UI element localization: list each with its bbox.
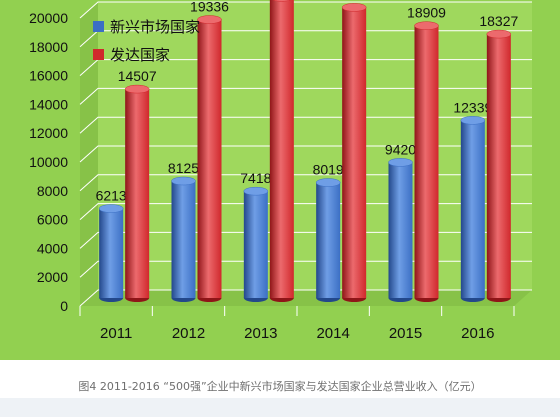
y-tick-label: 14000: [29, 96, 68, 112]
gridline: [79, 87, 532, 105]
bar: [342, 7, 367, 298]
y-tick-label: 12000: [29, 125, 68, 141]
data-label: 8019: [313, 162, 344, 178]
x-tick-label: 2011: [100, 325, 132, 342]
y-tick-label: 2000: [37, 269, 68, 285]
bar-top: [124, 84, 150, 94]
y-tick-label: 16000: [29, 68, 68, 84]
legend-swatch: [93, 49, 104, 60]
bar-top: [388, 158, 413, 167]
data-label: 20183: [335, 0, 374, 2]
bar: [414, 25, 439, 299]
bar-top: [315, 178, 341, 187]
bar-chart: 0 2000 4000 6000 8000 10000 12000 14000 16000 180…: [0, 0, 560, 360]
bar-top: [171, 176, 196, 186]
data-label: 18327: [479, 13, 518, 29]
bar-top: [98, 204, 124, 213]
bar: [125, 89, 150, 298]
gridline: [79, 1, 532, 19]
y-tick-label: 20000: [29, 10, 68, 26]
x-tick-label: 2013: [244, 325, 277, 342]
gridline: [79, 203, 532, 220]
gridline: [79, 174, 532, 192]
bar: [388, 162, 413, 298]
bar-top: [341, 3, 367, 12]
x-tick-label: 2016: [461, 325, 494, 342]
gridline: [79, 116, 532, 134]
y-tick-label: 0: [60, 298, 68, 314]
data-label: 14507: [118, 68, 157, 84]
bar: [197, 19, 222, 299]
bar-top: [197, 15, 222, 24]
figure-caption: 图4 2011-2016 “500强”企业中新兴市场国家与发达国家企业总营业收入…: [78, 380, 482, 393]
data-label: 18909: [407, 5, 446, 21]
data-label: 6213: [96, 188, 127, 204]
data-label: 12339: [453, 99, 492, 115]
x-tick-label: 2015: [389, 325, 422, 342]
gridline: [79, 145, 532, 163]
data-label: 7418: [240, 170, 271, 186]
bar-top: [486, 29, 512, 39]
bar: [460, 120, 485, 299]
y-tick-label: 6000: [37, 212, 68, 228]
x-tick-label: 2012: [172, 325, 205, 342]
bar: [269, 0, 294, 299]
gridline: [79, 231, 532, 249]
gridline: [79, 260, 532, 278]
bar-top: [272, 0, 292, 2]
data-label: 9420: [385, 141, 416, 157]
legend-label: 新兴市场国家: [110, 18, 200, 36]
y-tick-label: 4000: [37, 240, 68, 256]
y-tick-label: 10000: [29, 154, 68, 170]
legend-swatch: [93, 21, 104, 32]
page-footer-strip: [0, 398, 560, 417]
x-tick-label: 2014: [316, 325, 349, 342]
data-label: 8125: [168, 160, 199, 176]
y-tick-label: 18000: [29, 39, 68, 55]
bar: [316, 182, 341, 298]
y-tick-label: 8000: [37, 183, 68, 199]
legend-label: 发达国家: [110, 46, 170, 64]
bar: [171, 181, 196, 298]
gridline: [79, 289, 532, 307]
bar-top: [414, 21, 439, 30]
bar: [99, 208, 124, 298]
bar: [486, 34, 511, 299]
data-label: 19336: [190, 0, 229, 15]
bar-top: [243, 186, 269, 196]
bar: [243, 191, 268, 298]
bar-top: [460, 116, 486, 125]
